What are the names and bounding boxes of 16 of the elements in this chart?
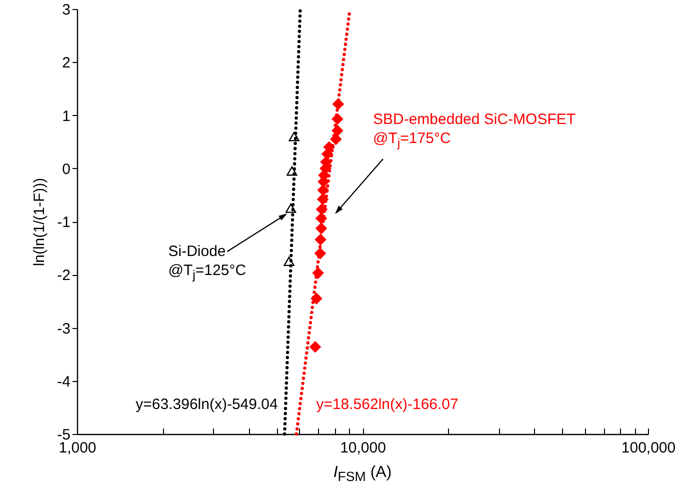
x-tick-label: 10,000 — [340, 440, 386, 456]
y-tick-label: 1 — [62, 108, 70, 125]
y-tick-label: 3 — [62, 2, 70, 18]
y-tick-label: -3 — [57, 320, 70, 338]
y-tick-label: -4 — [57, 373, 70, 390]
y-tick-label: -1 — [57, 214, 70, 231]
annotation: Si-Diode @T$_{j}$=125°C — [168, 242, 246, 284]
annotation: SBD-embedded SiC-MOSFET @T$_{j}$=175°C — [373, 110, 576, 152]
y-axis-title: ln(ln(1/(1-F))) — [31, 178, 48, 266]
y-tick-label: 2 — [62, 54, 70, 72]
x-tick-label: 100,000 — [621, 440, 676, 456]
annotation: y=63.396ln(x)-549.04 — [136, 395, 278, 414]
annotation: y=18.562ln(x)-166.07 — [316, 395, 458, 414]
y-tick-label: -2 — [57, 267, 70, 284]
y-tick-label: 0 — [62, 160, 70, 178]
x-axis-title: I$_{FSM}$ (A) — [333, 464, 392, 484]
